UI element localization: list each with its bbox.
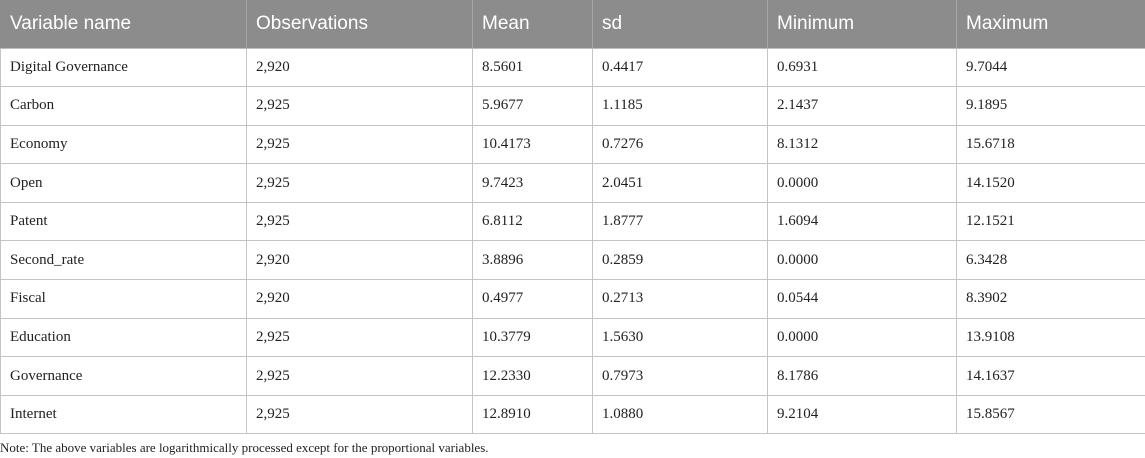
table-row: Carbon 2,925 5.9677 1.1185 2.1437 9.1895 (1, 87, 1145, 126)
cell-variable-name: Second_rate (1, 241, 247, 280)
cell-minimum: 9.2104 (768, 395, 957, 434)
cell-variable-name: Open (1, 164, 247, 203)
cell-maximum: 8.3902 (957, 280, 1145, 319)
cell-sd: 2.0451 (593, 164, 768, 203)
table-row: Internet 2,925 12.8910 1.0880 9.2104 15.8567 (1, 395, 1145, 434)
cell-minimum: 8.1786 (768, 357, 957, 396)
cell-maximum: 9.1895 (957, 87, 1145, 126)
cell-maximum: 14.1637 (957, 357, 1145, 396)
cell-mean: 10.4173 (473, 125, 593, 164)
cell-maximum: 9.7044 (957, 48, 1145, 87)
cell-minimum: 0.0544 (768, 280, 957, 319)
cell-mean: 3.8896 (473, 241, 593, 280)
cell-mean: 5.9677 (473, 87, 593, 126)
table-row: Second_rate 2,920 3.8896 0.2859 0.0000 6.3428 (1, 241, 1145, 280)
cell-observations: 2,925 (247, 395, 473, 434)
cell-maximum: 13.9108 (957, 318, 1145, 357)
cell-sd: 0.7276 (593, 125, 768, 164)
cell-mean: 0.4977 (473, 280, 593, 319)
cell-mean: 10.3779 (473, 318, 593, 357)
cell-maximum: 6.3428 (957, 241, 1145, 280)
cell-variable-name: Digital Governance (1, 48, 247, 87)
table-row: Open 2,925 9.7423 2.0451 0.0000 14.1520 (1, 164, 1145, 203)
cell-sd: 0.2859 (593, 241, 768, 280)
cell-sd: 1.5630 (593, 318, 768, 357)
header-minimum: Minimum (768, 0, 957, 48)
cell-variable-name: Education (1, 318, 247, 357)
descriptive-statistics-table: Variable name Observations Mean sd Minim… (0, 0, 1145, 434)
table-header-row: Variable name Observations Mean sd Minim… (1, 0, 1145, 48)
cell-mean: 9.7423 (473, 164, 593, 203)
cell-sd: 0.7973 (593, 357, 768, 396)
cell-variable-name: Governance (1, 357, 247, 396)
cell-observations: 2,920 (247, 280, 473, 319)
cell-sd: 0.4417 (593, 48, 768, 87)
cell-observations: 2,925 (247, 125, 473, 164)
cell-observations: 2,925 (247, 357, 473, 396)
header-sd: sd (593, 0, 768, 48)
table-row: Patent 2,925 6.8112 1.8777 1.6094 12.1521 (1, 202, 1145, 241)
cell-maximum: 12.1521 (957, 202, 1145, 241)
cell-minimum: 1.6094 (768, 202, 957, 241)
header-variable-name: Variable name (1, 0, 247, 48)
table-footnote: Note: The above variables are logarithmi… (0, 440, 489, 456)
cell-observations: 2,925 (247, 87, 473, 126)
cell-variable-name: Economy (1, 125, 247, 164)
cell-minimum: 2.1437 (768, 87, 957, 126)
cell-sd: 1.8777 (593, 202, 768, 241)
cell-minimum: 0.6931 (768, 48, 957, 87)
cell-variable-name: Internet (1, 395, 247, 434)
cell-minimum: 0.0000 (768, 241, 957, 280)
cell-observations: 2,925 (247, 318, 473, 357)
table-body: Digital Governance 2,920 8.5601 0.4417 0.693… (1, 48, 1145, 434)
cell-mean: 12.2330 (473, 357, 593, 396)
table-row: Digital Governance 2,920 8.5601 0.4417 0.693… (1, 48, 1145, 87)
cell-variable-name: Patent (1, 202, 247, 241)
table-row: Governance 2,925 12.2330 0.7973 8.1786 14.163… (1, 357, 1145, 396)
cell-variable-name: Carbon (1, 87, 247, 126)
cell-observations: 2,920 (247, 48, 473, 87)
cell-mean: 6.8112 (473, 202, 593, 241)
cell-mean: 12.8910 (473, 395, 593, 434)
header-maximum: Maximum (957, 0, 1145, 48)
cell-minimum: 0.0000 (768, 164, 957, 203)
cell-variable-name: Fiscal (1, 280, 247, 319)
header-observations: Observations (247, 0, 473, 48)
table-row: Fiscal 2,920 0.4977 0.2713 0.0544 8.3902 (1, 280, 1145, 319)
header-mean: Mean (473, 0, 593, 48)
cell-observations: 2,920 (247, 241, 473, 280)
table-row: Economy 2,925 10.4173 0.7276 8.1312 15.6718 (1, 125, 1145, 164)
cell-mean: 8.5601 (473, 48, 593, 87)
cell-minimum: 8.1312 (768, 125, 957, 164)
table-row: Education 2,925 10.3779 1.5630 0.0000 13.9108 (1, 318, 1145, 357)
cell-minimum: 0.0000 (768, 318, 957, 357)
cell-maximum: 15.8567 (957, 395, 1145, 434)
cell-maximum: 15.6718 (957, 125, 1145, 164)
cell-sd: 1.1185 (593, 87, 768, 126)
cell-sd: 0.2713 (593, 280, 768, 319)
cell-observations: 2,925 (247, 202, 473, 241)
cell-maximum: 14.1520 (957, 164, 1145, 203)
cell-observations: 2,925 (247, 164, 473, 203)
cell-sd: 1.0880 (593, 395, 768, 434)
